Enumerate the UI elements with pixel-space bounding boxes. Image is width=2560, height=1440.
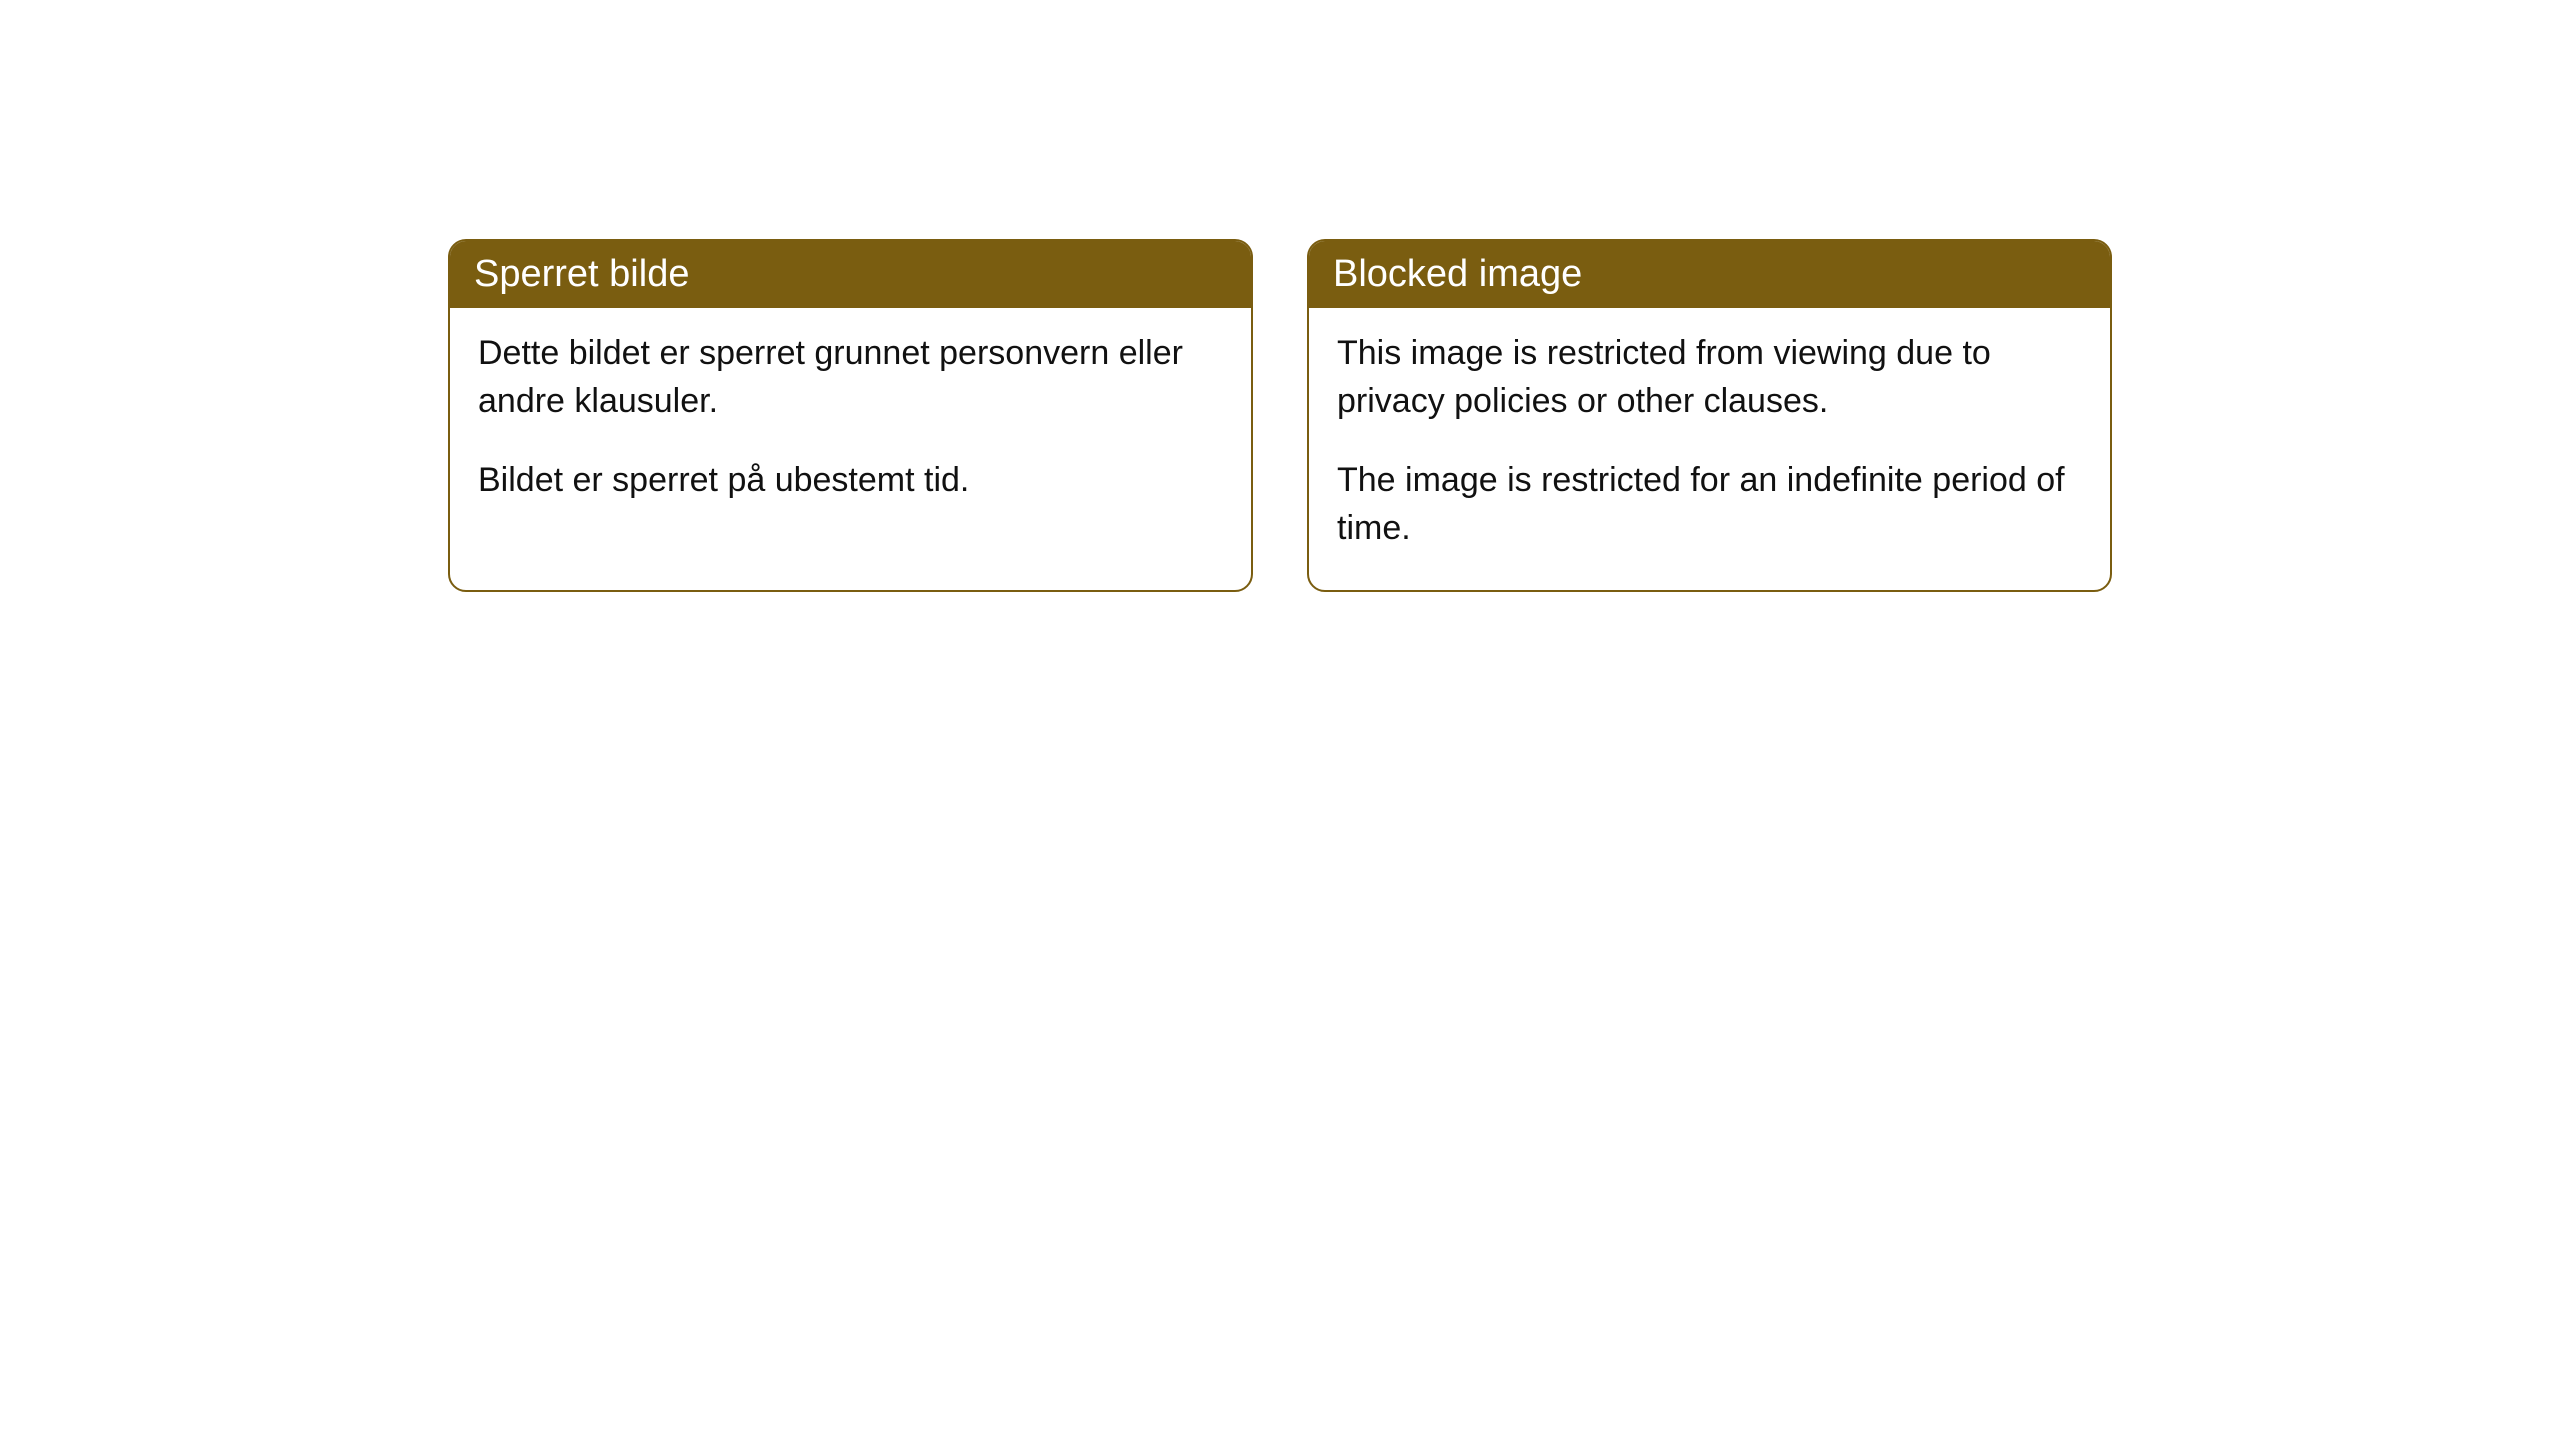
card-title: Sperret bilde (474, 253, 689, 295)
card-paragraph: The image is restricted for an indefinit… (1337, 457, 2082, 552)
card-paragraph: Dette bildet er sperret grunnet personve… (478, 330, 1223, 425)
card-body-english: This image is restricted from viewing du… (1309, 308, 2110, 590)
notice-cards-container: Sperret bilde Dette bildet er sperret gr… (448, 239, 2112, 592)
blocked-image-card-norwegian: Sperret bilde Dette bildet er sperret gr… (448, 239, 1253, 592)
card-body-norwegian: Dette bildet er sperret grunnet personve… (450, 308, 1251, 543)
card-title: Blocked image (1333, 253, 1582, 295)
card-paragraph: This image is restricted from viewing du… (1337, 330, 2082, 425)
card-header-english: Blocked image (1309, 241, 2110, 308)
card-header-norwegian: Sperret bilde (450, 241, 1251, 308)
card-paragraph: Bildet er sperret på ubestemt tid. (478, 457, 1223, 505)
blocked-image-card-english: Blocked image This image is restricted f… (1307, 239, 2112, 592)
